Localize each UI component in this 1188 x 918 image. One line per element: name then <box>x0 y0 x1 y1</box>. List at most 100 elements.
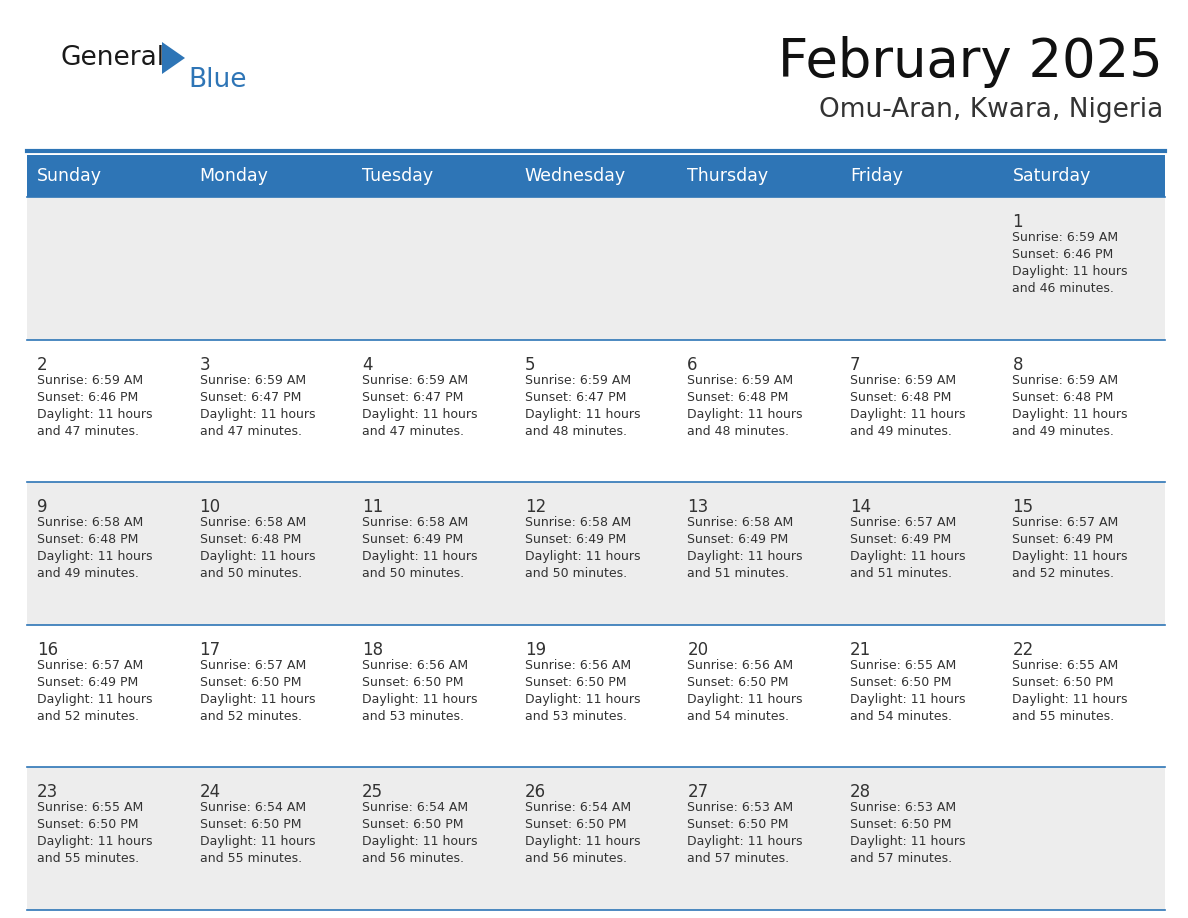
Text: Daylight: 11 hours: Daylight: 11 hours <box>362 550 478 564</box>
Text: Daylight: 11 hours: Daylight: 11 hours <box>525 693 640 706</box>
Text: Sunrise: 6:57 AM: Sunrise: 6:57 AM <box>1012 516 1119 529</box>
Text: Sunrise: 6:58 AM: Sunrise: 6:58 AM <box>688 516 794 529</box>
Text: Sunrise: 6:58 AM: Sunrise: 6:58 AM <box>525 516 631 529</box>
Text: February 2025: February 2025 <box>778 36 1163 88</box>
Text: 11: 11 <box>362 498 384 516</box>
Text: Sunrise: 6:57 AM: Sunrise: 6:57 AM <box>849 516 956 529</box>
Text: Sunrise: 6:59 AM: Sunrise: 6:59 AM <box>200 374 305 386</box>
Text: 24: 24 <box>200 783 221 801</box>
Text: Sunrise: 6:58 AM: Sunrise: 6:58 AM <box>200 516 305 529</box>
Text: Sunset: 6:50 PM: Sunset: 6:50 PM <box>362 676 463 688</box>
Text: Daylight: 11 hours: Daylight: 11 hours <box>849 550 966 564</box>
Text: Daylight: 11 hours: Daylight: 11 hours <box>525 550 640 564</box>
Text: Sunrise: 6:57 AM: Sunrise: 6:57 AM <box>37 659 144 672</box>
Text: Wednesday: Wednesday <box>525 167 626 185</box>
Text: Blue: Blue <box>188 67 246 93</box>
Text: Sunrise: 6:59 AM: Sunrise: 6:59 AM <box>849 374 956 386</box>
Text: 7: 7 <box>849 355 860 374</box>
Text: and 49 minutes.: and 49 minutes. <box>1012 425 1114 438</box>
Text: Daylight: 11 hours: Daylight: 11 hours <box>849 835 966 848</box>
Text: and 52 minutes.: and 52 minutes. <box>37 710 139 722</box>
Text: and 48 minutes.: and 48 minutes. <box>525 425 627 438</box>
Bar <box>27 767 1165 910</box>
Text: Sunset: 6:47 PM: Sunset: 6:47 PM <box>362 390 463 404</box>
Text: Sunset: 6:46 PM: Sunset: 6:46 PM <box>1012 248 1113 261</box>
Bar <box>27 340 1165 482</box>
Text: 13: 13 <box>688 498 708 516</box>
Text: Sunrise: 6:55 AM: Sunrise: 6:55 AM <box>1012 659 1119 672</box>
Text: Sunset: 6:50 PM: Sunset: 6:50 PM <box>688 819 789 832</box>
Text: Sunrise: 6:57 AM: Sunrise: 6:57 AM <box>200 659 305 672</box>
Polygon shape <box>162 42 185 74</box>
Text: Daylight: 11 hours: Daylight: 11 hours <box>37 408 152 420</box>
Text: Sunset: 6:49 PM: Sunset: 6:49 PM <box>37 676 138 688</box>
Text: 23: 23 <box>37 783 58 801</box>
Text: 20: 20 <box>688 641 708 659</box>
Text: Daylight: 11 hours: Daylight: 11 hours <box>362 408 478 420</box>
Text: Sunset: 6:48 PM: Sunset: 6:48 PM <box>1012 390 1114 404</box>
Text: Daylight: 11 hours: Daylight: 11 hours <box>525 408 640 420</box>
Text: 6: 6 <box>688 355 697 374</box>
Bar <box>27 625 1165 767</box>
Text: Sunrise: 6:54 AM: Sunrise: 6:54 AM <box>200 801 305 814</box>
Text: Sunset: 6:47 PM: Sunset: 6:47 PM <box>525 390 626 404</box>
Text: Daylight: 11 hours: Daylight: 11 hours <box>1012 408 1127 420</box>
Text: Sunset: 6:50 PM: Sunset: 6:50 PM <box>849 676 952 688</box>
Text: Sunrise: 6:53 AM: Sunrise: 6:53 AM <box>688 801 794 814</box>
Text: and 53 minutes.: and 53 minutes. <box>525 710 627 722</box>
Text: Sunrise: 6:54 AM: Sunrise: 6:54 AM <box>362 801 468 814</box>
Text: and 47 minutes.: and 47 minutes. <box>200 425 302 438</box>
Text: 19: 19 <box>525 641 545 659</box>
Text: 1: 1 <box>1012 213 1023 231</box>
Text: and 56 minutes.: and 56 minutes. <box>362 853 465 866</box>
Text: Omu-Aran, Kwara, Nigeria: Omu-Aran, Kwara, Nigeria <box>819 97 1163 123</box>
Text: and 46 minutes.: and 46 minutes. <box>1012 282 1114 295</box>
Text: 12: 12 <box>525 498 546 516</box>
Text: Sunrise: 6:54 AM: Sunrise: 6:54 AM <box>525 801 631 814</box>
Text: and 55 minutes.: and 55 minutes. <box>37 853 139 866</box>
Text: 14: 14 <box>849 498 871 516</box>
Text: and 51 minutes.: and 51 minutes. <box>688 567 789 580</box>
Text: Sunset: 6:50 PM: Sunset: 6:50 PM <box>525 819 626 832</box>
Text: 16: 16 <box>37 641 58 659</box>
Bar <box>27 482 1165 625</box>
Text: and 57 minutes.: and 57 minutes. <box>849 853 952 866</box>
Text: Monday: Monday <box>200 167 268 185</box>
Text: Sunday: Sunday <box>37 167 102 185</box>
Text: Daylight: 11 hours: Daylight: 11 hours <box>688 835 803 848</box>
Text: Sunrise: 6:55 AM: Sunrise: 6:55 AM <box>37 801 144 814</box>
Text: Sunrise: 6:59 AM: Sunrise: 6:59 AM <box>1012 374 1119 386</box>
Text: Sunset: 6:49 PM: Sunset: 6:49 PM <box>688 533 789 546</box>
Text: Sunset: 6:49 PM: Sunset: 6:49 PM <box>849 533 952 546</box>
Text: and 51 minutes.: and 51 minutes. <box>849 567 952 580</box>
Text: Daylight: 11 hours: Daylight: 11 hours <box>1012 693 1127 706</box>
Text: Sunrise: 6:59 AM: Sunrise: 6:59 AM <box>362 374 468 386</box>
Text: Sunset: 6:48 PM: Sunset: 6:48 PM <box>37 533 138 546</box>
Text: Daylight: 11 hours: Daylight: 11 hours <box>362 693 478 706</box>
Text: 3: 3 <box>200 355 210 374</box>
Text: Daylight: 11 hours: Daylight: 11 hours <box>200 550 315 564</box>
Text: and 49 minutes.: and 49 minutes. <box>37 567 139 580</box>
Text: Sunset: 6:50 PM: Sunset: 6:50 PM <box>362 819 463 832</box>
Text: Sunrise: 6:59 AM: Sunrise: 6:59 AM <box>688 374 794 386</box>
Text: Daylight: 11 hours: Daylight: 11 hours <box>200 408 315 420</box>
Text: 4: 4 <box>362 355 373 374</box>
Text: Daylight: 11 hours: Daylight: 11 hours <box>849 408 966 420</box>
Text: Sunset: 6:48 PM: Sunset: 6:48 PM <box>688 390 789 404</box>
Text: Sunrise: 6:58 AM: Sunrise: 6:58 AM <box>362 516 468 529</box>
Text: 15: 15 <box>1012 498 1034 516</box>
Text: and 50 minutes.: and 50 minutes. <box>525 567 627 580</box>
Text: Sunrise: 6:55 AM: Sunrise: 6:55 AM <box>849 659 956 672</box>
Text: Daylight: 11 hours: Daylight: 11 hours <box>200 693 315 706</box>
Text: Sunset: 6:50 PM: Sunset: 6:50 PM <box>200 819 301 832</box>
Text: 21: 21 <box>849 641 871 659</box>
Bar <box>27 155 1165 197</box>
Text: Sunset: 6:50 PM: Sunset: 6:50 PM <box>849 819 952 832</box>
Text: and 52 minutes.: and 52 minutes. <box>200 710 302 722</box>
Text: Daylight: 11 hours: Daylight: 11 hours <box>1012 550 1127 564</box>
Text: and 55 minutes.: and 55 minutes. <box>1012 710 1114 722</box>
Text: Sunset: 6:50 PM: Sunset: 6:50 PM <box>200 676 301 688</box>
Text: Saturday: Saturday <box>1012 167 1091 185</box>
Text: Daylight: 11 hours: Daylight: 11 hours <box>849 693 966 706</box>
Text: Sunset: 6:50 PM: Sunset: 6:50 PM <box>1012 676 1114 688</box>
